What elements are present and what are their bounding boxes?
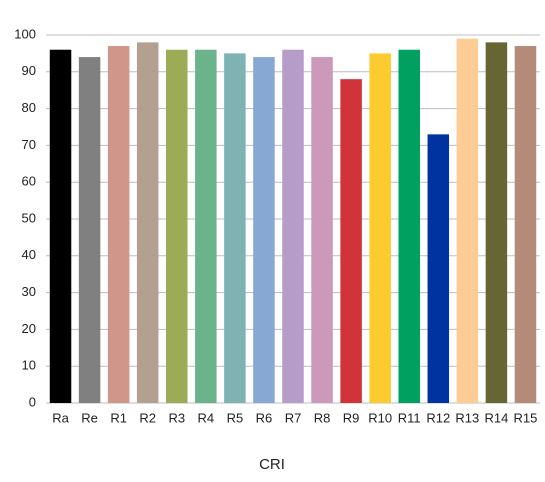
x-tick-label: R4 [198, 410, 215, 425]
x-tick-label: R10 [368, 410, 392, 425]
x-tick-label: R5 [227, 410, 244, 425]
y-tick-label: 50 [22, 210, 36, 225]
bar [369, 53, 391, 404]
y-tick-label: 90 [22, 63, 36, 78]
bar [427, 134, 450, 404]
x-tick-label: R8 [314, 410, 331, 425]
y-tick-label: 40 [22, 247, 36, 262]
x-tick-label: R9 [343, 410, 360, 425]
bar [514, 46, 537, 403]
bar [49, 49, 72, 403]
x-tick-label: Re [81, 410, 98, 425]
bar [311, 57, 333, 403]
bar [166, 49, 188, 403]
x-tick-label: Ra [52, 410, 69, 425]
bar [136, 42, 159, 404]
bar [107, 46, 130, 403]
bar [485, 42, 508, 404]
y-tick-label: 0 [29, 394, 36, 409]
y-tick-label: 10 [22, 358, 36, 373]
bar [456, 38, 479, 404]
bar [224, 53, 246, 404]
y-tick-label: 20 [22, 321, 36, 336]
bar [195, 49, 217, 403]
y-tick-label: 100 [14, 26, 36, 41]
x-axis-label: CRI [259, 456, 285, 473]
bar [253, 57, 275, 403]
x-tick-label: R14 [484, 410, 508, 425]
x-tick-label: R13 [455, 410, 479, 425]
y-tick-label: 30 [22, 284, 36, 299]
y-tick-label: 60 [22, 174, 36, 189]
x-tick-label: R2 [139, 410, 156, 425]
x-tick-label: R7 [285, 410, 302, 425]
x-tick-label: R15 [514, 410, 538, 425]
x-tick-label: R11 [398, 410, 421, 425]
bar [398, 49, 420, 403]
y-tick-label: 70 [22, 137, 36, 152]
x-tick-label: R6 [256, 410, 273, 425]
bar [282, 49, 304, 403]
x-tick-label: R3 [168, 410, 185, 425]
y-tick-label: 80 [22, 100, 36, 115]
x-tick-label: R1 [110, 410, 127, 425]
x-tick-label: R12 [426, 410, 450, 425]
bar [340, 79, 362, 403]
bar [78, 57, 101, 403]
